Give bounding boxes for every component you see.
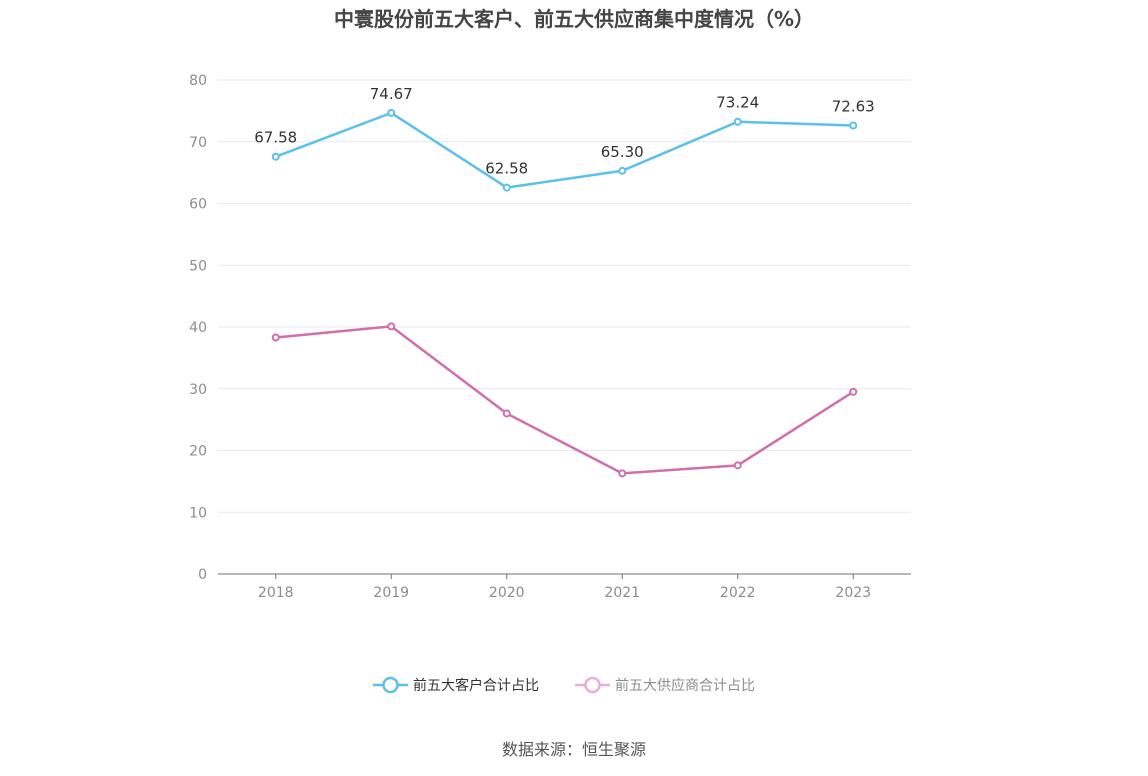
data-point[interactable] — [733, 117, 742, 126]
legend-circle-marker — [382, 676, 399, 694]
legend-label: 前五大客户合计占比 — [413, 677, 539, 694]
y-tick-label: 70 — [189, 135, 207, 151]
data-source-note: 数据来源：恒生聚源 — [502, 740, 646, 759]
data-point[interactable] — [733, 461, 742, 470]
legend-circle-marker — [584, 676, 601, 694]
series-line — [274, 111, 855, 189]
data-point[interactable] — [618, 469, 627, 478]
axis-layer: 0 10 20 30 40 50 60 70 80 2018 2019 2020 2021 2022 202… — [189, 73, 911, 601]
legend-label: 前五大供应商合计占比 — [615, 677, 755, 694]
x-tick-label: 2018 — [258, 585, 294, 601]
data-label: 74.67 — [370, 85, 413, 103]
x-tick-label: 2020 — [489, 585, 525, 601]
data-point[interactable] — [387, 322, 396, 331]
y-tick-label: 40 — [189, 320, 207, 336]
data-label: 62.58 — [485, 160, 528, 178]
series-line — [274, 325, 855, 475]
data-point[interactable] — [849, 121, 858, 130]
legend[interactable]: 前五大客户合计占比 前五大供应商合计占比 — [373, 676, 755, 694]
y-tick-label: 0 — [198, 567, 207, 583]
data-label: 73.24 — [716, 94, 759, 112]
data-point[interactable] — [849, 387, 858, 396]
data-point[interactable] — [502, 409, 511, 418]
data-point[interactable] — [271, 333, 280, 342]
x-tick-label: 2021 — [604, 585, 640, 601]
data-label: 67.58 — [254, 129, 297, 147]
x-tick-label: 2019 — [373, 585, 409, 601]
data-label: 65.30 — [601, 143, 644, 161]
data-label: 72.63 — [832, 98, 875, 116]
data-point[interactable] — [387, 108, 396, 117]
y-tick-label: 50 — [189, 258, 207, 274]
y-tick-label: 60 — [189, 197, 207, 213]
y-tick-label: 10 — [189, 505, 207, 521]
legend-item[interactable]: 前五大供应商合计占比 — [575, 676, 755, 694]
data-point[interactable] — [502, 183, 511, 192]
data-point[interactable] — [271, 152, 280, 161]
data-point[interactable] — [618, 166, 627, 175]
x-tick-label: 2023 — [835, 585, 871, 601]
y-tick-label: 20 — [189, 444, 207, 460]
y-tick-label: 80 — [189, 73, 207, 89]
x-tick-label: 2022 — [720, 585, 756, 601]
chart-title: 中寰股份前五大客户、前五大供应商集中度情况（%） — [334, 7, 814, 31]
grid-layer — [218, 79, 911, 513]
y-tick-label: 30 — [189, 382, 207, 398]
legend-item[interactable]: 前五大客户合计占比 — [373, 676, 539, 694]
series-layer: 67.58 74.67 62.58 65.30 73.24 72.63 — [254, 85, 875, 478]
